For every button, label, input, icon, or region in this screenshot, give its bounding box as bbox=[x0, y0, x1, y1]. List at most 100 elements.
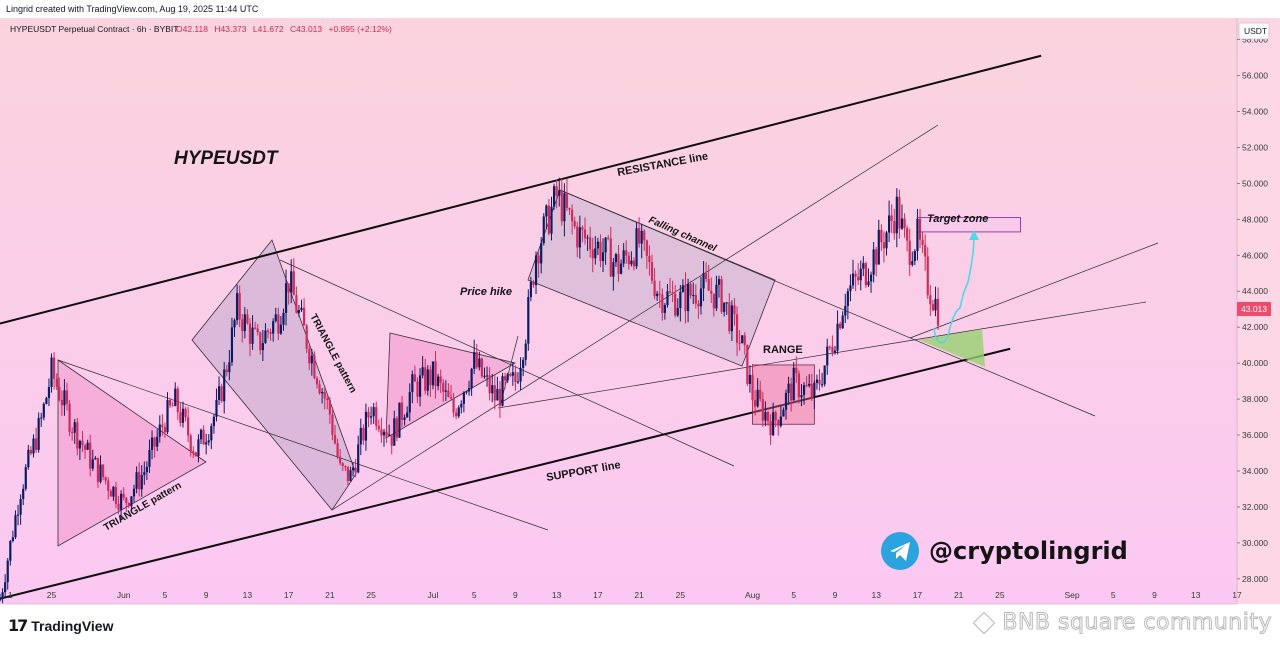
candle-body bbox=[854, 273, 857, 277]
candle-body bbox=[563, 193, 566, 222]
price-axis[interactable]: 58.000 56.000 54.000 52.000 50.000 48.000 46.0… bbox=[1237, 22, 1271, 584]
candle-7 bbox=[16, 504, 20, 526]
candle-body bbox=[101, 464, 105, 478]
candle-body bbox=[635, 228, 638, 267]
candle-body bbox=[583, 229, 587, 239]
projection-arrowhead bbox=[969, 230, 979, 240]
candle-57 bbox=[145, 461, 148, 480]
candle-320 bbox=[823, 365, 826, 387]
candle-150 bbox=[385, 423, 388, 443]
candle-83 bbox=[212, 414, 215, 434]
candle-body bbox=[140, 475, 143, 490]
tradingview-brand: TradingView bbox=[31, 617, 114, 634]
y-tick-label: 56.000 bbox=[1242, 71, 1268, 81]
candle-body bbox=[300, 307, 303, 311]
candle-body bbox=[733, 305, 736, 315]
candle-body bbox=[777, 420, 780, 426]
currency-box[interactable] bbox=[1238, 22, 1270, 40]
candle-171 bbox=[439, 369, 442, 394]
candle-body bbox=[813, 382, 816, 398]
candle-body bbox=[189, 435, 192, 452]
candle-body bbox=[653, 280, 656, 297]
candle-body bbox=[705, 273, 708, 279]
candle-97 bbox=[248, 318, 252, 357]
candle-190 bbox=[488, 367, 491, 401]
candle-body bbox=[439, 376, 442, 383]
candle-339 bbox=[872, 241, 875, 283]
candle-238 bbox=[612, 257, 615, 291]
candle-body bbox=[277, 314, 280, 334]
candle-body bbox=[29, 449, 33, 454]
candle-body bbox=[174, 388, 177, 406]
candle-257 bbox=[661, 288, 664, 321]
candle-body bbox=[78, 440, 81, 449]
candle-body bbox=[867, 281, 870, 286]
candle-292 bbox=[751, 363, 754, 410]
candle-352 bbox=[906, 225, 909, 252]
candle-138 bbox=[354, 458, 357, 478]
candle-233 bbox=[599, 234, 602, 268]
candle-body bbox=[321, 391, 324, 394]
candle-273 bbox=[702, 261, 705, 302]
candle-body bbox=[808, 383, 811, 386]
candle-body bbox=[576, 226, 579, 248]
candle-345 bbox=[887, 200, 891, 243]
candles-layer bbox=[0, 177, 940, 604]
candle-308 bbox=[792, 361, 795, 401]
candle-body bbox=[692, 294, 695, 296]
candle-body bbox=[125, 497, 128, 503]
candle-body bbox=[601, 252, 605, 262]
candle-body bbox=[666, 291, 669, 306]
candle-body bbox=[411, 374, 414, 393]
candle-105 bbox=[269, 328, 272, 341]
candle-239 bbox=[614, 252, 618, 267]
candle-278 bbox=[715, 275, 718, 312]
candle-body bbox=[800, 395, 803, 398]
candle-289 bbox=[743, 332, 746, 355]
candle-body bbox=[805, 385, 808, 387]
candlestick-chart[interactable]: HYPEUSDT Perpetual Contract · 6h · BYBIT… bbox=[0, 18, 1280, 606]
candle-251 bbox=[645, 239, 648, 269]
x-tick-label: 17 bbox=[593, 590, 603, 600]
candle-body bbox=[241, 319, 244, 332]
candle-172 bbox=[442, 379, 445, 402]
candle-body bbox=[524, 343, 527, 360]
candle-213 bbox=[547, 199, 551, 236]
candle-9 bbox=[22, 484, 25, 506]
candle-body bbox=[681, 285, 685, 292]
candle-10 bbox=[24, 464, 27, 491]
candle-body bbox=[434, 361, 437, 387]
candle-75 bbox=[192, 446, 195, 459]
candle-body bbox=[877, 229, 880, 265]
candle-body bbox=[648, 255, 651, 263]
candle-body bbox=[756, 389, 759, 407]
candle-222 bbox=[571, 204, 574, 235]
candle-body bbox=[467, 388, 471, 392]
candle-body bbox=[194, 452, 197, 457]
trend-line-4 bbox=[497, 301, 1147, 409]
candle-349 bbox=[898, 189, 901, 239]
candle-body bbox=[104, 477, 107, 481]
candle-37 bbox=[94, 456, 97, 460]
candle-120 bbox=[308, 345, 311, 370]
candle-body bbox=[926, 256, 929, 296]
candle-246 bbox=[632, 257, 636, 271]
candle-body bbox=[491, 385, 494, 394]
candle-90 bbox=[230, 317, 234, 366]
candle-70 bbox=[179, 403, 182, 427]
tradingview-logo[interactable]: 17 TradingView bbox=[8, 616, 113, 635]
x-tick-label: 25 bbox=[366, 590, 376, 600]
candle-body bbox=[560, 190, 563, 222]
candle-121 bbox=[310, 348, 313, 376]
candle-26 bbox=[65, 382, 69, 411]
time-axis[interactable]: 1 25 Jun 5 9 13 17 21 25 Jul 5 9 13 17 21 25 Aug 5 9 13 17 21… bbox=[0, 590, 1242, 605]
candle-342 bbox=[880, 224, 883, 251]
candle-body bbox=[416, 381, 419, 397]
projection-arrow bbox=[933, 235, 975, 344]
candle-body bbox=[336, 443, 339, 457]
candle-318 bbox=[818, 369, 821, 391]
candle-body bbox=[380, 429, 383, 436]
candle-body bbox=[607, 237, 610, 239]
candle-body bbox=[60, 399, 63, 406]
candle-body bbox=[163, 427, 167, 433]
